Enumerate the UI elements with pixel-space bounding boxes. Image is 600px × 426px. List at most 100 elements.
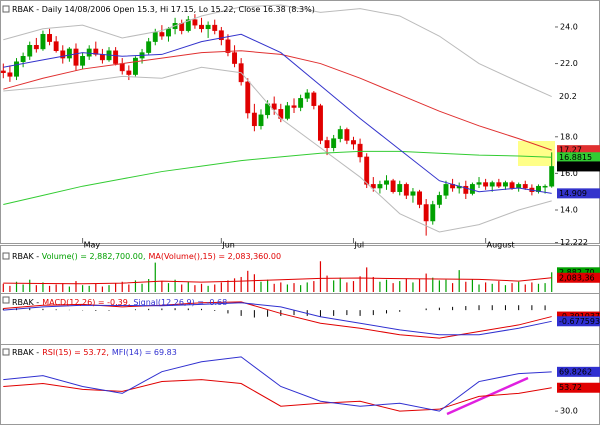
volume-bar: [306, 282, 308, 292]
volume-bar: [471, 279, 474, 292]
volume-bar: [247, 270, 249, 292]
candle-body: [516, 184, 522, 189]
candle-body: [463, 185, 469, 194]
panel: [0, 4, 555, 236]
volume-bar: [29, 279, 31, 292]
panel-title: RBAK - MACD(12,26) = -0.39, Signal(12,26,9…: [12, 298, 227, 307]
volume-bar: [326, 275, 328, 292]
candle-body: [397, 184, 403, 192]
candle-body: [7, 72, 13, 77]
candle-body: [66, 48, 72, 59]
y-tick-label: 30.0: [560, 407, 578, 416]
candle-body: [20, 55, 26, 62]
volume-bar: [465, 281, 467, 292]
volume-bar: [2, 283, 4, 292]
candle-body: [192, 19, 198, 26]
x-tick-label: August: [487, 241, 515, 250]
candle-body: [284, 105, 290, 119]
volume-bar: [273, 283, 275, 292]
candle-body: [258, 114, 264, 127]
candle-body: [384, 180, 389, 185]
volume-bar: [511, 283, 513, 292]
y-tick-label: 12.222: [560, 238, 588, 247]
candle-body: [146, 41, 152, 53]
volume-bar: [148, 279, 150, 292]
candle-body: [390, 180, 396, 192]
volume-bar: [405, 278, 407, 292]
volume-bar: [498, 281, 500, 292]
candle-body: [311, 92, 317, 106]
candle-body: [357, 143, 363, 158]
legend-icon: [2, 348, 10, 356]
volume-bar: [478, 284, 480, 292]
x-tick-label: May: [84, 241, 101, 250]
volume-bar: [451, 283, 454, 292]
candle-body: [53, 41, 59, 52]
volume-bar: [346, 282, 348, 292]
volume-bar: [438, 280, 440, 292]
volume-bar: [35, 285, 37, 292]
volume-bar: [537, 283, 540, 292]
legend-entry: MA(Volume(),15) = 2,083,360.00: [149, 252, 282, 261]
volume-bar: [75, 281, 77, 292]
series-line: [3, 302, 552, 336]
candle-body: [496, 182, 502, 187]
value-flag: [557, 316, 600, 327]
value-flag: [557, 366, 600, 377]
volume-bar: [15, 281, 18, 292]
volume-bar: [161, 281, 163, 292]
candle-body: [132, 57, 138, 75]
volume-bar: [445, 279, 447, 292]
candle-body: [225, 39, 231, 53]
candle-body: [417, 191, 423, 205]
volume-bar: [207, 285, 209, 292]
series-line: [3, 356, 552, 412]
candle-body: [119, 63, 125, 72]
legend-entry: MACD(12,26) = -0.39,: [42, 298, 130, 307]
value-flag: [557, 161, 600, 172]
volume-bar: [491, 283, 493, 292]
candle-body: [291, 105, 297, 108]
candle-body: [166, 28, 171, 37]
volume-bar: [220, 282, 222, 292]
candle-body: [549, 166, 555, 187]
y-tick-label: 16.0: [560, 169, 578, 178]
candle-body: [73, 48, 79, 66]
legend-entry: RSI(15) = 53.72,: [42, 348, 109, 357]
volume-bar: [485, 282, 487, 292]
legend-icon: [2, 252, 10, 260]
candle-body: [218, 30, 224, 41]
volume-bar: [253, 274, 255, 292]
volume-bar: [22, 284, 24, 292]
volume-bar: [42, 282, 44, 292]
volume-bar: [518, 281, 520, 292]
value-flag-label: 2,882,70: [559, 268, 595, 277]
volume-bar: [200, 283, 203, 292]
candle-body: [423, 204, 429, 222]
candle-body: [245, 81, 251, 114]
volume-bar: [544, 283, 546, 292]
candle-body: [317, 105, 323, 141]
candle-body: [370, 184, 376, 189]
candle-body: [93, 48, 99, 55]
legend-entry: Signal(12,26,9) = -0.68: [133, 298, 227, 307]
series-line: [3, 4, 552, 97]
volume-bar: [504, 285, 507, 292]
volume-bar: [95, 283, 97, 292]
candle-body: [152, 32, 158, 42]
volume-bar: [339, 277, 341, 292]
candle-body: [344, 129, 350, 141]
volume-bar: [233, 278, 236, 292]
value-flag-label: 20.2: [559, 92, 577, 101]
volume-bar: [187, 281, 189, 292]
volume-bar: [194, 285, 196, 292]
candle-body: [205, 24, 211, 30]
volume-bar: [379, 281, 381, 292]
title-text: RBAK -: [12, 348, 39, 357]
candle-body: [377, 184, 383, 189]
x-tick-label: Jul: [353, 241, 364, 250]
y-tick-label: 18.0: [560, 132, 578, 141]
legend-icon: [2, 5, 10, 13]
candle-body: [430, 204, 436, 222]
value-flag-label: 16.8815: [559, 153, 592, 162]
